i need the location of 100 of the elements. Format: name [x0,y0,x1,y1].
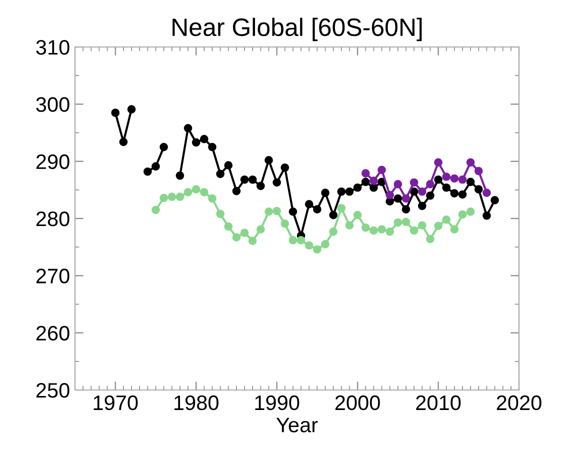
point [458,210,467,219]
x-tick-label: 1980 [174,395,218,410]
point [361,223,370,232]
point [224,161,233,170]
point [394,194,402,203]
point [361,178,370,186]
point [482,211,491,220]
point [337,187,346,196]
point [288,236,298,244]
point [337,204,346,212]
point [288,207,298,216]
point [119,138,128,146]
point [442,215,451,224]
y-tick-label: 290 [36,154,70,170]
chart-title: Near Global [60S-60N] [172,18,422,42]
point [248,175,257,184]
point [200,134,208,144]
point [466,178,475,186]
point [394,218,402,227]
y-tick-label: 260 [36,326,70,341]
point [272,206,281,216]
point [418,187,426,196]
point [442,183,451,192]
y-tick-label: 310 [36,40,70,55]
point [426,191,434,200]
point [458,190,467,199]
point [329,210,338,220]
point [434,158,442,167]
point [216,170,224,178]
point [168,192,176,201]
point [127,105,136,114]
point [256,225,265,234]
point [184,188,192,196]
point [256,182,265,190]
point [474,166,483,176]
point [490,196,499,204]
point [321,240,330,248]
point [111,108,120,117]
point [304,241,314,250]
point [232,186,241,196]
point [386,190,394,200]
point [378,225,386,234]
point [410,178,418,187]
point [152,206,160,214]
point [386,227,394,236]
point [378,166,386,174]
point [370,226,378,235]
point [418,202,426,210]
point [474,185,483,194]
point [482,188,491,197]
point [353,183,362,192]
point [200,188,208,196]
point [361,169,370,178]
point [434,175,442,184]
point [280,219,290,228]
point [240,228,249,237]
point [426,180,434,188]
point [402,218,410,226]
point [450,189,459,198]
point [345,221,354,230]
point [304,200,314,208]
y-tick-label: 250 [36,383,70,398]
point [272,178,281,187]
point [280,163,290,172]
point [160,194,168,202]
point [264,207,273,216]
point [418,221,426,230]
point [402,194,410,203]
point [329,227,338,236]
point [240,175,249,184]
point [442,172,451,181]
y-tick-label: 270 [36,268,70,284]
point [232,233,241,242]
point [313,245,322,254]
x-tick-label: 1990 [255,395,300,410]
point [345,187,354,196]
point [466,158,475,167]
x-tick-label: 2000 [335,395,380,410]
point [143,167,152,176]
point [224,222,233,231]
point [353,210,362,220]
point [370,176,378,185]
point [458,175,467,184]
point [466,207,475,216]
point [450,174,459,183]
y-tick-label: 300 [36,97,70,112]
point [434,222,442,230]
point [192,185,200,194]
point [152,162,160,171]
point [176,171,184,180]
x-tick-label: 1970 [94,395,138,410]
point [426,234,434,244]
y-tick-label: 280 [36,212,70,226]
point [192,138,200,147]
point [394,180,402,188]
point [248,236,257,245]
x-tick-label: 2010 [416,395,461,410]
point [208,194,216,203]
point [402,205,410,214]
x-axis-title: Year [276,418,318,432]
